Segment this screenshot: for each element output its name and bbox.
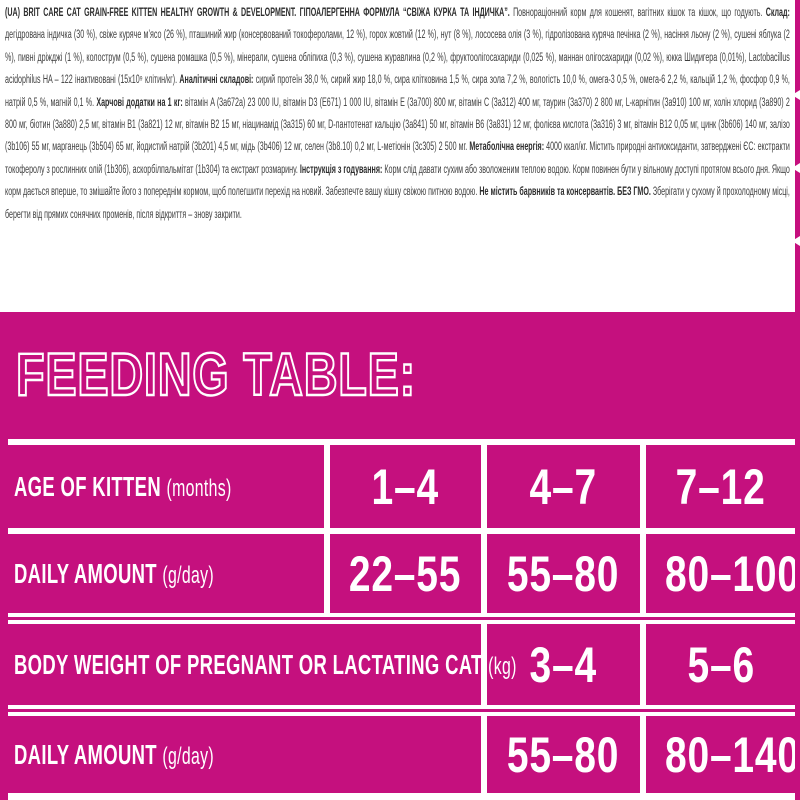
value-cell-amount-1: 22–55 [349, 545, 462, 602]
row-divider [8, 528, 796, 534]
value-cell-amount-adult-1: 55–80 [507, 726, 620, 783]
table-row-daily-amount-adult: DAILY AMOUNT (g/day) 55–80 80–140 [8, 716, 800, 793]
ingredients-segment: вітамін A (3a672a) 23 000 IU, вітамін D3… [5, 96, 790, 154]
row-label-age: AGE OF KITTEN (months) [8, 471, 324, 503]
row-label-text: DAILY AMOUNT [14, 557, 157, 589]
value-cell-amount-3: 80–100 [665, 545, 800, 602]
row-label-unit: (g/day) [162, 561, 215, 589]
ingredients-segment-additives-label: Харчові додатки на 1 кг: [96, 96, 186, 109]
table-row-daily-amount-kitten: DAILY AMOUNT (g/day) 22–55 55–80 80–100 [8, 534, 800, 613]
ingredients-segment: Зберігати у сухому й прохолодному місці,… [5, 186, 790, 221]
row-label-daily-adult: DAILY AMOUNT (g/day) [8, 739, 481, 771]
table-row-body-weight: BODY WEIGHT OF PREGNANT OR LACTATING CAT… [8, 624, 796, 705]
ingredients-segment-instructions-label: Інструкція з годування: [299, 163, 385, 176]
ingredients-segment: Повнораціонний корм для кошенят, вагітни… [513, 7, 766, 19]
ingredients-segment: дегідрована індичка (30 %), свіже куряче… [5, 29, 790, 87]
section-divider [8, 705, 796, 716]
row-label-body-weight: BODY WEIGHT OF PREGNANT OR LACTATING CAT… [8, 648, 516, 681]
row-label-unit: (g/day) [162, 742, 215, 770]
row-label-unit: (months) [166, 474, 232, 502]
ingredients-segment-header: (UA) BRIT CARE CAT GRAIN-FREE KITTEN HEA… [5, 7, 514, 19]
row-divider [8, 793, 796, 800]
feeding-panel [0, 312, 800, 800]
tear-notch-icon [792, 90, 800, 100]
ingredients-segment: Корм слід давати сухим або зволоженим те… [5, 163, 790, 199]
row-label-daily-kitten: DAILY AMOUNT (g/day) [8, 558, 324, 590]
table-row-age-of-kitten: AGE OF KITTEN (months) 1–4 4–7 7–12 [8, 445, 796, 528]
ingredients-text: (UA) BRIT CARE CAT GRAIN-FREE KITTEN HEA… [5, 2, 790, 226]
value-cell-age-2: 4–7 [529, 458, 598, 515]
row-divider [8, 439, 796, 445]
row-label-text: BODY WEIGHT OF PREGNANT OR LACTATING CAT [14, 648, 483, 680]
value-cell-weight-1: 3–4 [529, 636, 598, 693]
value-cell-age-3: 7–12 [676, 458, 766, 515]
value-cell-amount-adult-2: 80–140 [665, 726, 800, 783]
row-label-text: DAILY AMOUNT [14, 738, 157, 770]
feeding-table-title: FEEDING TABLE: [15, 340, 417, 408]
ingredients-segment-no-preservatives: Не містить барвників та консервантів. БЕ… [479, 186, 653, 199]
edge-strip [795, 0, 800, 800]
ingredients-segment: сирий протеїн 38,0 %, сирий жир 18,0 %, … [5, 74, 790, 109]
value-cell-age-1: 1–4 [371, 458, 440, 515]
value-cell-weight-2: 5–6 [687, 636, 755, 693]
ingredients-segment-composition-label: Склад: [765, 7, 790, 19]
ingredients-segment-analytical-label: Аналітичні складові: [179, 74, 256, 87]
row-label-text: AGE OF KITTEN [14, 470, 162, 502]
section-divider [8, 613, 796, 624]
tear-notch-icon [792, 236, 800, 246]
ingredients-segment-energy-label: Метаболічна енергія: [469, 141, 547, 154]
tear-notch-icon [792, 163, 800, 173]
value-cell-amount-2: 55–80 [507, 545, 620, 602]
ingredients-segment: 4000 ккал/кг. Містить природні антиоксид… [5, 141, 790, 176]
row-label-unit: (kg) [488, 652, 517, 680]
